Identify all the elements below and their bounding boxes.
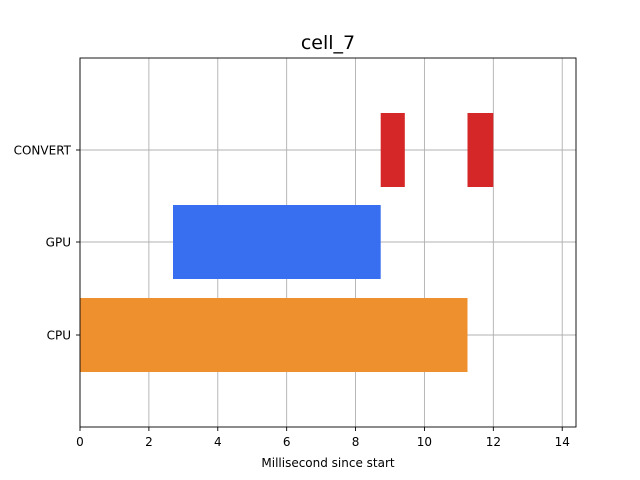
y-tick-label-gpu: GPU [46,236,71,250]
x-tick-label: 14 [555,435,570,449]
x-tick-label: 12 [486,435,501,449]
tick-layer: 0 2 4 6 8 10 12 14 CPU GPU CONVERT [14,144,570,450]
bar-gpu [173,205,381,279]
y-tick-label-cpu: CPU [47,329,71,343]
bar-convert [380,113,405,187]
bar-cpu [80,298,468,372]
bar-convert [467,113,494,187]
plot-frame [79,57,577,428]
x-tick-label: 6 [283,435,291,449]
bar-layer [80,113,494,372]
chart-title: cell_7 [301,32,355,54]
x-axis-label: Millisecond since start [261,456,395,470]
x-tick-label: 2 [145,435,153,449]
x-tick-label: 0 [76,435,84,449]
x-tick-label: 4 [214,435,222,449]
y-tick-label-convert: CONVERT [14,144,72,158]
x-tick-label: 10 [417,435,432,449]
x-tick-label: 8 [352,435,360,449]
